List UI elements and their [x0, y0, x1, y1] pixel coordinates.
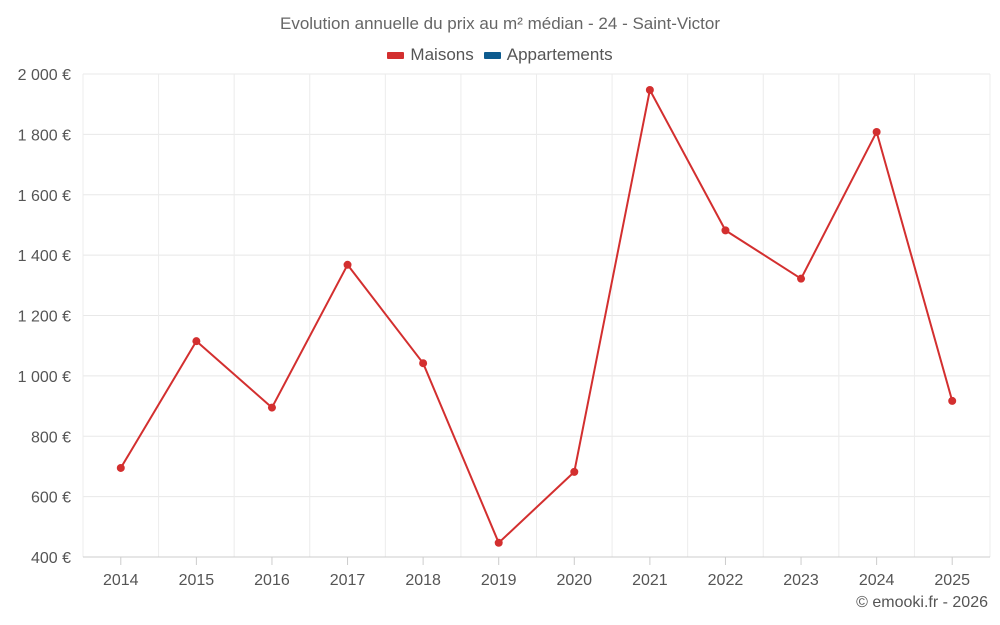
- y-tick-label: 1 600 €: [18, 188, 71, 205]
- data-point-2020: [570, 467, 579, 476]
- data-point-2024: [872, 127, 881, 136]
- x-tick-label: 2024: [859, 572, 895, 589]
- data-point-2025: [948, 396, 957, 405]
- legend-item-maisons[interactable]: Maisons: [387, 45, 474, 65]
- data-point-2016: [267, 403, 276, 412]
- y-tick-label: 1 200 €: [18, 309, 71, 326]
- copyright-text: © emooki.fr - 2026: [856, 594, 988, 611]
- data-point-2014: [116, 463, 125, 472]
- data-point-2021: [645, 85, 654, 94]
- data-point-2015: [192, 337, 201, 346]
- data-point-2019: [494, 538, 503, 547]
- gridlines: [82, 73, 991, 557]
- legend-label-appartements: Appartements: [506, 45, 613, 64]
- data-point-2023: [797, 274, 806, 283]
- y-tick-label: 1 800 €: [18, 127, 71, 144]
- series-layer: [116, 85, 957, 547]
- x-tick-label: 2016: [254, 572, 290, 589]
- data-point-2017: [343, 260, 352, 269]
- y-tick-label: 2 000 €: [18, 67, 71, 84]
- series-line-maisons: [119, 88, 954, 544]
- x-tick-label: 2018: [405, 572, 441, 589]
- y-tick-label: 400 €: [31, 550, 71, 567]
- legend-swatch-maisons: [387, 51, 405, 59]
- y-tick-label: 1 000 €: [18, 369, 71, 386]
- y-tick-label: 600 €: [31, 490, 71, 507]
- axes: 400 € 600 € 800 € 1 000 € 1 200 € 1 400 € 1 60…: [18, 67, 990, 589]
- data-point-2018: [419, 359, 428, 368]
- x-tick-label: 2023: [783, 572, 819, 589]
- x-tick-label: 2025: [934, 572, 970, 589]
- x-tick-label: 2017: [330, 572, 366, 589]
- chart-legend: Maisons Appartements: [0, 45, 1000, 65]
- chart-title: Evolution annuelle du prix au m² médian …: [279, 14, 721, 33]
- y-tick-label: 1 400 €: [18, 248, 71, 265]
- x-tick-label: 2019: [481, 572, 517, 589]
- x-tick-label: 2014: [103, 572, 139, 589]
- data-point-2022: [721, 226, 730, 235]
- x-tick-label: 2015: [179, 572, 215, 589]
- legend-swatch-appartements: [483, 51, 501, 59]
- y-tick-label: 800 €: [31, 429, 71, 446]
- x-tick-label: 2022: [708, 572, 744, 589]
- x-tick-label: 2020: [556, 572, 592, 589]
- x-tick-label: 2021: [632, 572, 668, 589]
- legend-item-appartements[interactable]: Appartements: [483, 45, 613, 65]
- legend-label-maisons: Maisons: [410, 45, 474, 64]
